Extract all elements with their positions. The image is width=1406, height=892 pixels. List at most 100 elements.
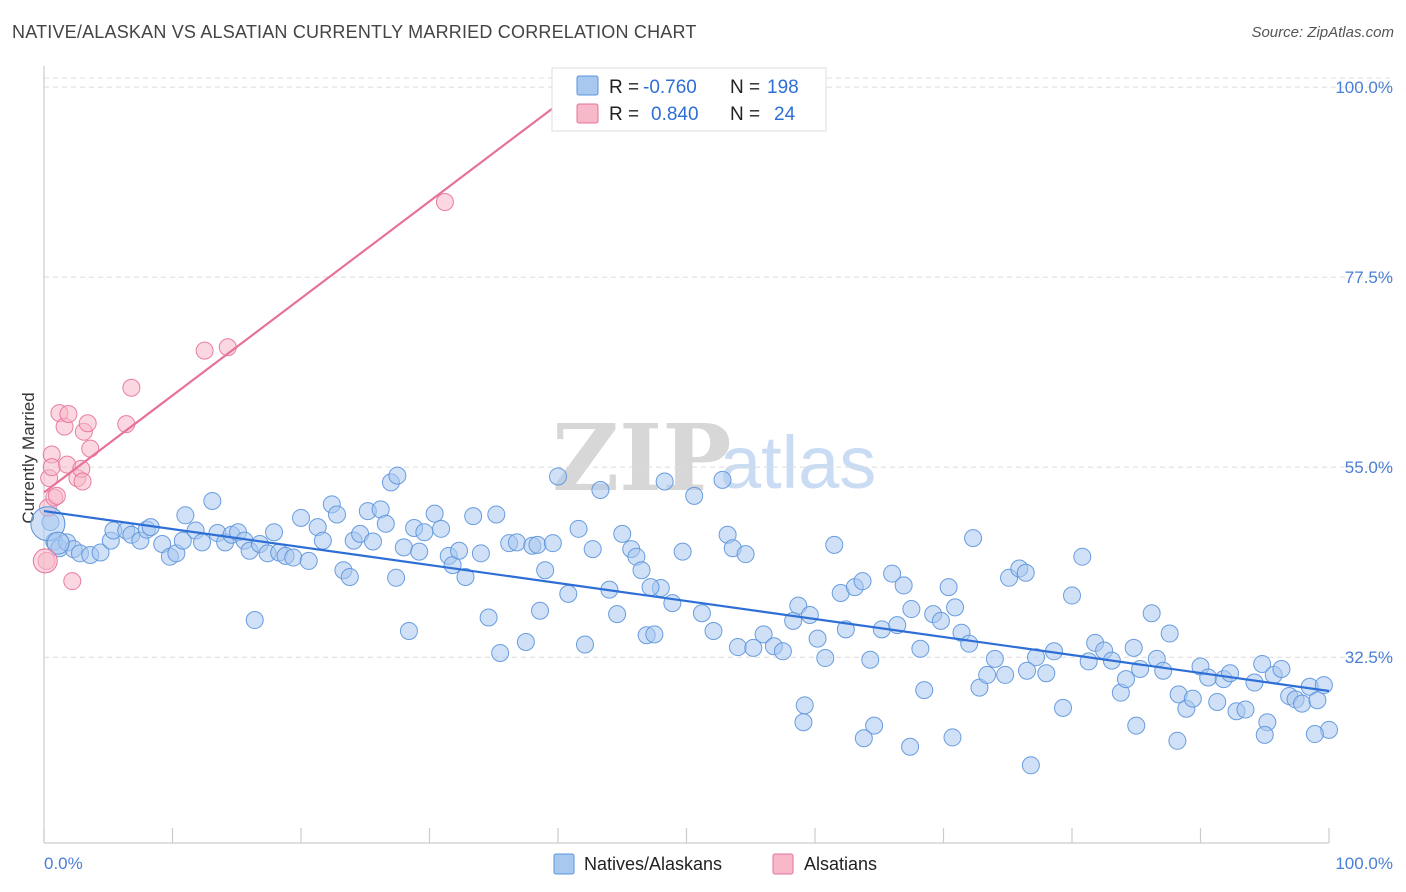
data-point bbox=[632, 561, 651, 580]
data-point bbox=[435, 192, 454, 211]
data-point bbox=[376, 514, 395, 533]
data-point bbox=[943, 728, 962, 747]
data-point bbox=[464, 507, 483, 526]
legend-bottom: Natives/Alaskans Alsatians bbox=[553, 853, 877, 875]
data-point bbox=[176, 506, 195, 525]
y-tick-label: 77.5% bbox=[1345, 268, 1393, 287]
data-point bbox=[1154, 661, 1173, 680]
data-point bbox=[1160, 624, 1179, 643]
x-tick-labels: 0.0% 100.0% bbox=[44, 854, 1393, 873]
data-point bbox=[1063, 586, 1081, 605]
data-point bbox=[1183, 689, 1202, 708]
series-natives-alaskans bbox=[41, 466, 1338, 775]
data-point bbox=[1127, 716, 1146, 735]
x-tick-label: 0.0% bbox=[44, 854, 83, 873]
data-point bbox=[853, 572, 872, 591]
data-point bbox=[641, 578, 660, 597]
data-point bbox=[173, 531, 192, 550]
legend-top: R = -0.760 N = 198 R = 0.840 N = 24 bbox=[551, 67, 827, 132]
y-tick-label: 55.0% bbox=[1345, 458, 1393, 477]
data-point bbox=[569, 519, 588, 538]
data-point bbox=[575, 635, 594, 654]
data-point bbox=[854, 729, 873, 748]
y-tick-label: 32.5% bbox=[1345, 648, 1393, 667]
data-point bbox=[63, 572, 82, 591]
data-point bbox=[883, 564, 902, 583]
data-point bbox=[299, 551, 318, 570]
data-point bbox=[399, 622, 418, 641]
data-point bbox=[1116, 670, 1135, 689]
data-point bbox=[528, 535, 547, 554]
data-point bbox=[245, 611, 264, 630]
gridlines bbox=[44, 77, 1394, 658]
data-point bbox=[559, 584, 578, 603]
data-point bbox=[685, 486, 704, 505]
bottom-legend-swatch-alsatians bbox=[772, 853, 794, 875]
data-point bbox=[1168, 731, 1187, 750]
data-point bbox=[861, 650, 880, 669]
data-point bbox=[1018, 661, 1037, 680]
bottom-legend-swatch-natives bbox=[553, 853, 575, 875]
data-point bbox=[410, 542, 429, 561]
data-point bbox=[915, 681, 934, 700]
data-point bbox=[456, 567, 475, 586]
data-point bbox=[471, 544, 490, 563]
trend-lines bbox=[43, 101, 1330, 693]
data-point bbox=[960, 634, 979, 653]
legend-swatch-natives bbox=[576, 75, 599, 96]
data-point bbox=[388, 466, 407, 485]
legend-r-value-alsatians: 0.840 bbox=[651, 104, 699, 125]
data-point bbox=[985, 649, 1004, 668]
data-point bbox=[78, 414, 97, 433]
data-point bbox=[549, 467, 567, 486]
data-point bbox=[1293, 694, 1312, 713]
data-point bbox=[583, 540, 602, 559]
watermark-atlas: atlas bbox=[720, 421, 876, 504]
data-point bbox=[1236, 700, 1255, 719]
data-points bbox=[30, 94, 1338, 775]
data-point bbox=[450, 541, 469, 560]
data-point bbox=[363, 532, 382, 551]
data-point bbox=[591, 480, 610, 499]
data-point bbox=[1073, 547, 1092, 566]
y-axis-label: Currently Married bbox=[19, 392, 38, 523]
legend-n-label-natives: N = bbox=[730, 77, 760, 98]
data-point bbox=[836, 620, 855, 639]
data-point bbox=[704, 622, 723, 641]
bottom-legend-label-natives: Natives/Alaskans bbox=[584, 854, 722, 874]
data-point bbox=[894, 576, 913, 595]
legend-swatch-alsatians bbox=[576, 103, 599, 124]
data-point bbox=[122, 378, 141, 397]
data-point bbox=[284, 548, 303, 567]
data-point bbox=[394, 538, 413, 557]
y-tick-labels: 32.5% 55.0% 77.5% 100.0% bbox=[1335, 78, 1393, 667]
data-point bbox=[911, 639, 930, 658]
data-point bbox=[81, 439, 100, 458]
data-point bbox=[1208, 692, 1227, 711]
data-point bbox=[608, 605, 627, 624]
data-point bbox=[531, 601, 550, 620]
legend-n-value-natives: 198 bbox=[767, 77, 799, 98]
data-point bbox=[939, 578, 958, 597]
data-point bbox=[795, 696, 814, 715]
data-point bbox=[825, 535, 844, 554]
data-point bbox=[59, 404, 78, 423]
data-point bbox=[46, 531, 70, 555]
data-point bbox=[946, 598, 965, 617]
data-point bbox=[673, 542, 692, 561]
data-point bbox=[1027, 648, 1046, 667]
data-point bbox=[536, 561, 555, 580]
data-point bbox=[73, 472, 92, 491]
data-point bbox=[808, 629, 827, 648]
data-point bbox=[387, 568, 406, 587]
data-point bbox=[713, 470, 732, 489]
data-point bbox=[313, 531, 332, 550]
data-point bbox=[816, 649, 835, 668]
data-point bbox=[978, 665, 997, 684]
data-point bbox=[1021, 756, 1040, 775]
legend-r-label-alsatians: R = bbox=[609, 104, 639, 125]
data-point bbox=[1305, 725, 1324, 744]
data-point bbox=[996, 665, 1015, 684]
data-point bbox=[543, 534, 562, 553]
data-point bbox=[1037, 664, 1056, 683]
